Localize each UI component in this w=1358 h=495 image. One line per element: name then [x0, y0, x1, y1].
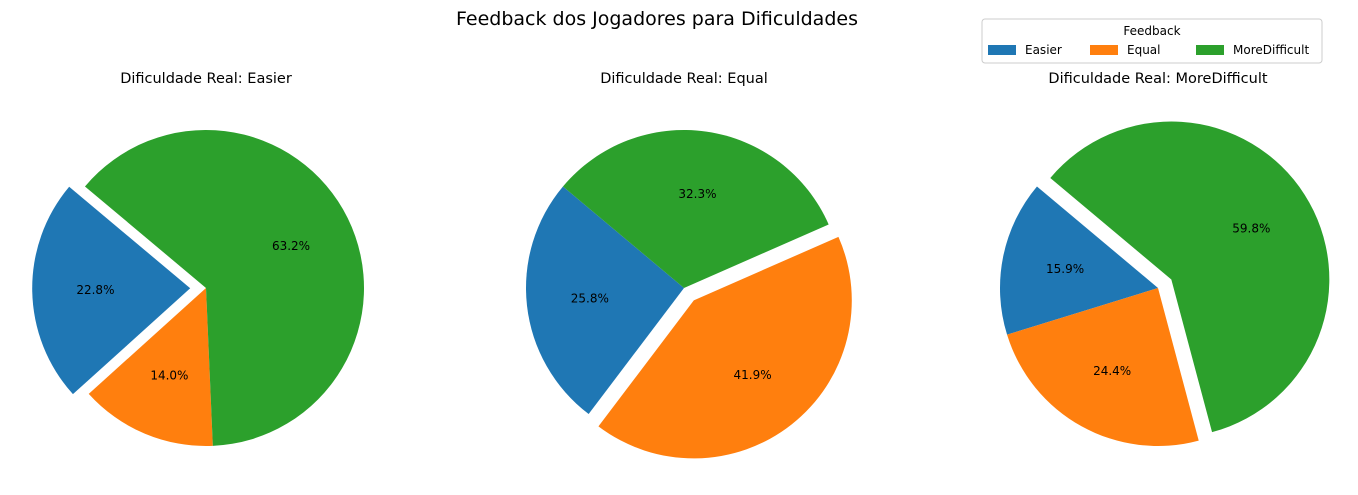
legend-entry-easier: Easier [988, 43, 1062, 57]
legend-entry-equal: Equal [1090, 43, 1161, 57]
slice-label-easier: 22.8% [76, 283, 114, 297]
slice-label-more-difficult: 32.3% [678, 187, 716, 201]
slice-label-more-difficult: 59.8% [1232, 222, 1270, 236]
pie-slice-easier [32, 186, 191, 395]
pie-slice-equal [1007, 288, 1199, 447]
slice-label-easier: 25.8% [571, 292, 609, 306]
legend-swatch-equal [1090, 45, 1118, 55]
legend-entry-more-difficult: MoreDifficult [1196, 43, 1309, 57]
subplot-title: Dificuldade Real: MoreDifficult [1048, 71, 1267, 87]
legend-entries: Easier Equal MoreDifficult [988, 43, 1309, 57]
subplot-title: Dificuldade Real: Easier [120, 71, 292, 87]
legend-swatch-more-difficult [1196, 45, 1224, 55]
pie-slice-equal [598, 236, 852, 459]
slice-label-easier: 15.9% [1046, 262, 1084, 276]
legend: Feedback Easier Equal MoreDifficult [981, 18, 1323, 64]
legend-label-equal: Equal [1127, 43, 1161, 57]
legend-swatch-easier [988, 45, 1016, 55]
pie-slice-equal [88, 288, 213, 446]
legend-label-more-difficult: MoreDifficult [1233, 43, 1309, 57]
pie-panels: Dificuldade Real: Easier22.8%14.0%63.2%D… [32, 71, 1330, 459]
slice-label-equal: 41.9% [733, 368, 771, 382]
slice-label-equal: 24.4% [1093, 364, 1131, 378]
legend-frame [981, 18, 1323, 64]
subplot-title: Dificuldade Real: Equal [600, 71, 768, 87]
pie-slice-more-difficult [84, 130, 364, 446]
pie-panel-3: Dificuldade Real: MoreDifficult 15.9% 24.4… [1000, 71, 1330, 447]
slice-label-more-difficult: 63.2% [272, 239, 310, 253]
slice-label-equal: 14.0% [150, 368, 188, 382]
legend-label-easier: Easier [1025, 43, 1062, 57]
pie-slice-easier [1000, 186, 1158, 335]
pie-slice-more-difficult [562, 130, 829, 288]
pie-panel-1: Dificuldade Real: Easier 22.8% 14.0% 63.2% [32, 71, 364, 446]
pie-panel-2: Dificuldade Real: Equal 25.8% 41.9% 32.3% [526, 71, 852, 459]
figure-title: Feedback dos Jogadores para Dificuldades [456, 8, 858, 30]
pie-slice-more-difficult [1050, 121, 1330, 433]
pie-slice-easier [526, 186, 684, 414]
legend-title: Feedback [1123, 24, 1180, 38]
